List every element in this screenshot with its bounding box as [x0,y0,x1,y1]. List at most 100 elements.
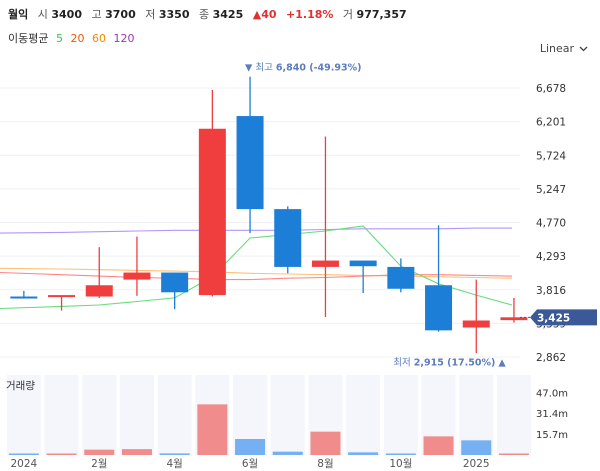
candle-body [123,272,151,280]
volume-value: 977,357 [356,8,407,21]
volume-bar [8,453,39,455]
price-summary: 월익 시 3400 고 3700 저 3350 종 3425 ▲40 +1.18… [8,6,407,22]
candle-body [349,260,377,267]
candle-body [274,209,302,267]
price-tick-label: 4,293 [536,251,566,263]
volume-column-bg [270,375,305,455]
candle [274,206,302,274]
volume-bar [385,453,416,455]
candle-body [236,116,264,210]
volume-tick-label: 31.4m [536,409,568,420]
time-axis-label: 4월 [166,458,182,470]
change-value: ▲40 [252,8,277,21]
volume-bar [84,449,115,455]
volume-bar [498,453,529,455]
moving-average-label: 이동평균 [8,32,49,45]
stock-name: 월익 [8,8,29,21]
high-value: 3700 [105,8,136,21]
chevron-down-icon [579,46,588,51]
volume-panel-label: 거래량 [6,380,35,392]
candle [198,89,226,297]
min-marker: 최저 2,915 (17.50%) ▲ [393,357,506,368]
price-tick-label: 3,816 [536,285,566,297]
time-axis-label: 2월 [91,458,107,470]
scale-toggle-label: Linear [539,42,574,55]
volume-bar [159,453,190,455]
candle [311,136,339,317]
time-axis-label: 10월 [389,458,412,470]
candle [10,290,38,299]
candle [48,295,76,311]
volume-column-bg [44,375,79,455]
low-value: 3350 [158,8,190,21]
candle-body [10,296,38,299]
volume-column-bg [346,375,381,455]
candle-body [311,260,339,267]
volume-bar [46,453,77,455]
candle-body [85,285,113,297]
volume-bar [461,440,492,455]
ma-120-label: 120 [113,32,135,45]
volume-tick-label: 15.7m [536,430,568,441]
current-price-label: 3,425 [537,312,570,324]
candle-body [462,320,490,328]
open-value: 3400 [51,8,82,21]
volume-label: 거 [342,8,354,21]
ma-120-line [0,227,512,234]
candle-body [425,285,453,331]
scale-toggle[interactable]: Linear [540,42,588,55]
volume-column-bg [157,375,192,455]
current-price-tag [530,309,597,326]
candle [349,260,377,293]
candle [85,247,113,298]
high-label: 고 [91,8,102,21]
price-tick-label: 5,247 [536,184,566,196]
candle-body [161,272,189,293]
candle-body [387,266,415,289]
price-tick-label: 6,201 [536,117,566,129]
time-axis-label: 6월 [242,458,258,470]
volume-bar [348,452,379,455]
volume-bar [310,431,341,455]
ma-20-line [0,271,513,281]
ma-60-label: 60 [91,32,106,45]
low-label: 저 [145,8,156,21]
open-label: 시 [37,8,48,21]
candle [123,236,151,296]
candle [161,272,189,310]
volume-bar [272,451,303,455]
volume-bar [235,439,266,455]
volume-bar [121,449,152,455]
time-axis-label: 2025 [463,458,490,470]
change-percent: +1.18% [286,8,334,21]
time-axis-label: 2024 [10,458,37,470]
ma-20-label: 20 [70,32,85,45]
close-label: 종 [199,8,210,21]
volume-column-bg [6,375,41,455]
volume-column-bg [82,375,117,455]
ma-5-line [0,225,513,310]
price-tick-label: 2,862 [536,352,566,364]
volume-tick-label: 47.0m [536,388,568,399]
candle [500,297,528,323]
volume-column-bg [119,375,154,455]
max-marker: ▼ 최고 6,840 (-49.93%) [245,63,361,74]
volume-bar [423,436,454,455]
ma-5-label: 5 [55,32,63,45]
candle [425,225,453,332]
candle-body [48,295,76,298]
ma-60-line [0,267,513,279]
candle [387,258,415,293]
candle-body [500,317,528,321]
price-tick-label: 4,770 [536,218,566,230]
price-tick-label: 5,724 [536,150,566,162]
volume-column-bg [383,375,418,455]
moving-average-legend[interactable]: 이동평균 5 20 60 120 [8,30,138,46]
close-value: 3425 [212,8,244,21]
candle [236,76,264,234]
candle [462,279,490,354]
price-tick-label: 6,678 [536,83,566,95]
time-axis-label: 8월 [317,458,333,470]
volume-column-bg [496,375,531,455]
